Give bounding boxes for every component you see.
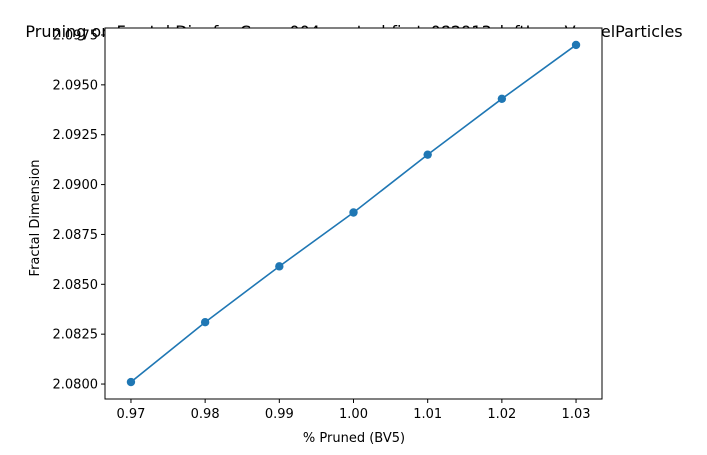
data-point xyxy=(571,40,581,50)
y-tick-label: 2.0975 xyxy=(53,28,99,43)
data-point xyxy=(349,208,358,217)
x-tick-label: 0.97 xyxy=(116,407,145,422)
x-tick-label: 1.00 xyxy=(339,407,368,422)
data-point xyxy=(423,150,432,159)
x-axis-ticks: 0.97 0.98 0.99 1.00 1.01 1.02 1.03 xyxy=(116,399,591,422)
y-axis-ticks: 2.0800 2.0825 2.0850 2.0875 2.0900 2.0925 2.09… xyxy=(53,28,105,393)
y-tick-label: 2.0800 xyxy=(53,378,99,393)
x-tick-label: 0.98 xyxy=(191,407,220,422)
data-point xyxy=(126,377,136,387)
y-tick-label: 2.0900 xyxy=(53,178,99,193)
series-layer xyxy=(126,40,581,387)
y-tick-label: 2.0850 xyxy=(53,278,99,293)
y-tick-label: 2.0950 xyxy=(53,78,99,93)
x-tick-label: 0.99 xyxy=(265,407,294,422)
x-tick-label: 1.02 xyxy=(487,407,516,422)
x-axis-label: % Pruned (BV5) xyxy=(303,431,405,446)
data-point xyxy=(275,262,284,271)
data-point xyxy=(497,94,507,104)
data-point xyxy=(200,318,210,327)
y-tick-label: 2.0875 xyxy=(53,228,99,243)
x-tick-label: 1.03 xyxy=(562,407,591,422)
y-tick-label: 2.0825 xyxy=(53,328,99,343)
x-tick-label: 1.01 xyxy=(413,407,442,422)
y-axis-label: Fractal Dimension xyxy=(28,160,43,277)
y-tick-label: 2.0925 xyxy=(53,128,99,143)
